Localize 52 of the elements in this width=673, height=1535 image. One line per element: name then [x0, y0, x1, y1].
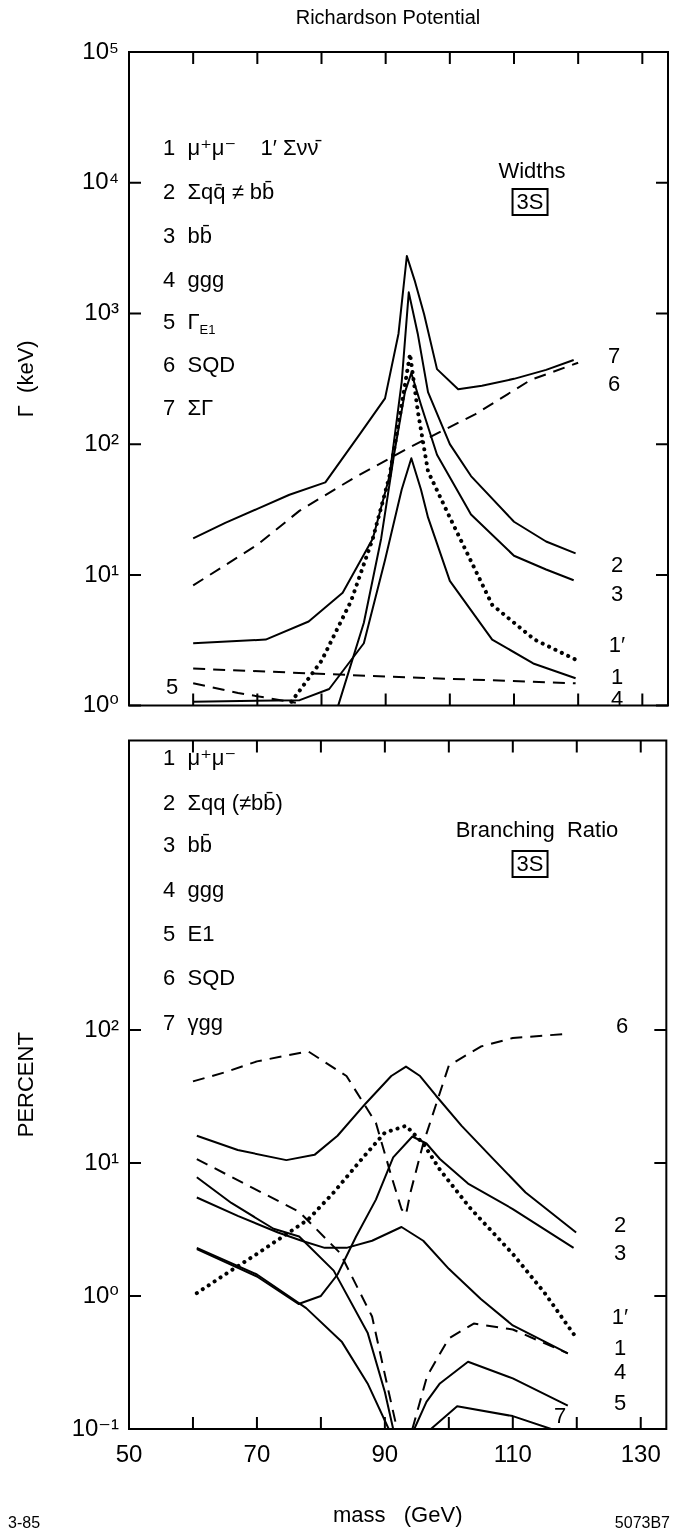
- x-tick-label: 90: [371, 1440, 399, 1468]
- y-tick-label: 10⁵: [82, 36, 119, 64]
- annotation: 1′: [611, 1304, 629, 1330]
- annotation: Branching Ratio: [455, 817, 619, 843]
- annotation: 2 Σqq (≠bb̄): [163, 790, 283, 816]
- annotation: 5: [613, 1390, 627, 1416]
- x-axis-title: mass (GeV): [332, 1501, 463, 1527]
- x-tick-label: 110: [493, 1440, 532, 1468]
- annotation: 3: [613, 1240, 627, 1266]
- annotation: 4: [613, 1359, 627, 1385]
- chart-title: Richardson Potential: [295, 6, 481, 29]
- annotation: 5 Γ$_{E1}$: [163, 309, 216, 340]
- x-tick-label: 50: [115, 1440, 143, 1468]
- annotation: 1′: [608, 632, 626, 658]
- annotation: 4 ggg: [163, 267, 225, 293]
- annotation: 7: [607, 343, 621, 369]
- text: 5073B7: [614, 1513, 670, 1533]
- annotation: 4 ggg: [163, 877, 225, 903]
- annotation: 5 E1: [163, 921, 215, 947]
- annotation: 2: [610, 552, 624, 578]
- annotation: 6: [615, 1013, 629, 1039]
- y-axis-title: Γ (keV): [13, 340, 39, 418]
- y-tick-label: 10¹: [84, 559, 120, 587]
- annotation: 2 Σqq̄ ≠ bb̄: [163, 179, 275, 205]
- y-tick-label: 10⁰: [82, 690, 119, 718]
- annotation: Widths: [498, 158, 566, 184]
- y-tick-label: 10¹: [84, 1147, 120, 1175]
- annotation: 3 bb̄: [163, 832, 212, 858]
- y-axis-title: PERCENT: [13, 1032, 39, 1138]
- y-tick-label: 10³: [84, 298, 120, 326]
- y-tick-label: 10⁴: [81, 167, 119, 195]
- annotation: 3 bb̄: [163, 223, 212, 249]
- annotation: 7 ΣΓ: [163, 395, 214, 421]
- y-tick-label: 10²: [84, 1014, 120, 1042]
- annotation: 6 SQD: [163, 965, 236, 991]
- annotation: 6 SQD: [163, 352, 236, 378]
- y-tick-label: 10⁻¹: [71, 1413, 119, 1441]
- annotation: 1: [613, 1335, 627, 1361]
- y-tick-label: 10²: [84, 428, 120, 456]
- annotation: 7 γgg: [163, 1010, 223, 1036]
- y-tick-label: 10⁰: [82, 1280, 119, 1308]
- annotation: 3S: [511, 188, 549, 216]
- annotation: 1 μ⁺μ⁻: [163, 745, 237, 771]
- text: 3-85: [8, 1513, 41, 1533]
- annotation: 7: [553, 1403, 567, 1429]
- annotation: 6: [607, 371, 621, 397]
- annotation: 3: [610, 581, 624, 607]
- annotation: 5: [165, 674, 179, 700]
- annotation: 3S: [511, 850, 549, 878]
- x-tick-label: 70: [243, 1440, 271, 1468]
- x-tick-label: 130: [620, 1440, 661, 1468]
- annotation: 2: [613, 1212, 627, 1238]
